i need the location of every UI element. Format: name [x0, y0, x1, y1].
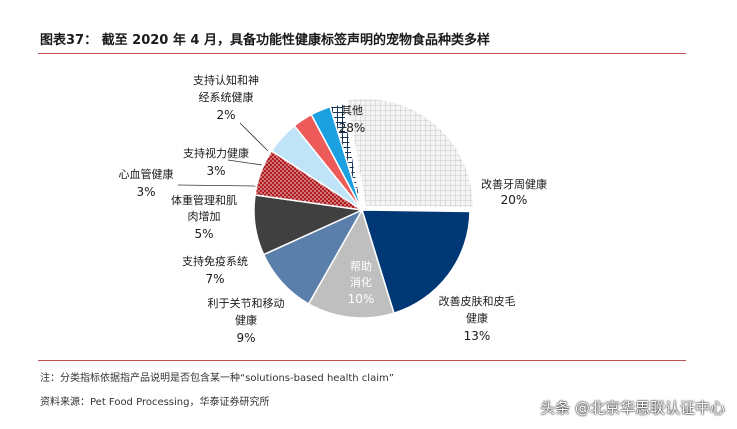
leader-line-cardio — [177, 184, 257, 187]
watermark: 头条 @北京华思联认证中心 — [540, 399, 725, 417]
pie-slice-2 — [307, 208, 395, 319]
label-vision-name: 支持视力健康 — [183, 146, 249, 160]
label-cognitive-name-1: 支持认知和神 — [193, 73, 259, 87]
label-skin-name-2: 健康 — [466, 311, 488, 325]
footer-divider — [38, 360, 686, 361]
label-digest-value: 10% — [348, 292, 375, 306]
label-weight-name-1: 体重管理和肌 — [171, 193, 237, 207]
label-other-value: 28% — [339, 121, 366, 135]
label-cardio-name: 心血管健康 — [119, 167, 174, 181]
label-cognitive-value: 2% — [216, 108, 235, 122]
label-dental-name: 改善牙周健康 — [481, 177, 547, 191]
title-divider — [38, 53, 686, 54]
label-joint-name-2: 健康 — [235, 313, 257, 327]
label-immune-name: 支持免疫系统 — [182, 254, 248, 268]
label-vision-value: 3% — [206, 164, 225, 178]
label-skin-value: 13% — [464, 329, 491, 343]
label-weight-value: 5% — [194, 227, 213, 241]
source-note: 资料来源：Pet Food Processing，华泰证券研究所 — [40, 397, 270, 408]
leader-line-cognitive — [239, 122, 269, 152]
label-cardio-value: 3% — [136, 185, 155, 199]
label-other-name: 其他 — [341, 104, 363, 117]
label-digest-name-1: 帮助 — [350, 259, 372, 273]
label-skin-name-1: 改善皮肤和皮毛 — [439, 294, 516, 308]
pie-slice-1 — [360, 209, 471, 315]
pie-slice-9 — [329, 102, 363, 211]
pie-slice-0 — [345, 97, 474, 209]
footnote: 注：分类指标依据指产品说明是否包含某一种“solutions-based hea… — [40, 373, 394, 384]
label-joint-name-1: 利于关节和移动 — [208, 296, 285, 310]
chart-title: 图表37： 截至 2020 年 4 月，具备功能性健康标签声明的宠物食品种类多样 — [40, 33, 490, 48]
label-cognitive-name-2: 经系统健康 — [199, 90, 254, 104]
leader-lines — [177, 122, 269, 187]
label-weight-name-2: 肉增加 — [188, 209, 221, 223]
label-immune-value: 7% — [205, 272, 224, 286]
leader-line-vision — [227, 159, 263, 166]
label-joint-value: 9% — [236, 331, 255, 345]
pie-slices — [253, 97, 474, 319]
label-digest-name-2: 消化 — [350, 275, 372, 289]
label-dental-value: 20% — [501, 193, 528, 207]
